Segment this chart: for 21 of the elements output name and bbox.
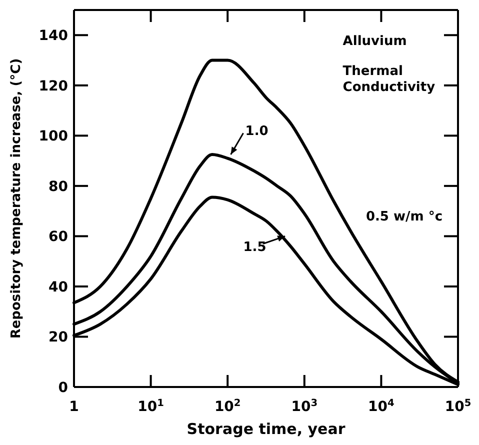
y-tick-label: 40 [48,279,68,296]
x-tick-label: 10$^{2}$ [214,398,241,415]
y-tick-label: 80 [48,178,68,195]
y-tick-label: 20 [48,330,68,346]
y-tick-label: 60 [48,229,68,246]
x-tick-label: 10$^{5}$ [444,398,472,415]
y-tick-label: 0 [58,380,68,396]
series-label: 0.5 w/m °c [366,210,443,225]
y-tick-label: 100 [38,128,68,145]
y-tick-label: 120 [38,78,68,94]
series-label: 1.0 [245,124,268,140]
x-tick-label: 10$^{4}$ [368,398,395,415]
x-tick-label: 1 [69,399,79,415]
x-tick-label: 10$^{3}$ [291,398,318,415]
annotation: Alluvium [342,34,407,50]
legend-label: 1.5 [243,240,266,255]
x-axis-title: Storage time, year [186,420,346,438]
annotation: Thermal Conductivity [342,64,436,95]
y-tick-label: 140 [38,28,68,44]
x-tick-label: 10$^{1}$ [138,398,164,415]
y-axis-title: Repository temperature increase, (°C) [9,58,24,339]
